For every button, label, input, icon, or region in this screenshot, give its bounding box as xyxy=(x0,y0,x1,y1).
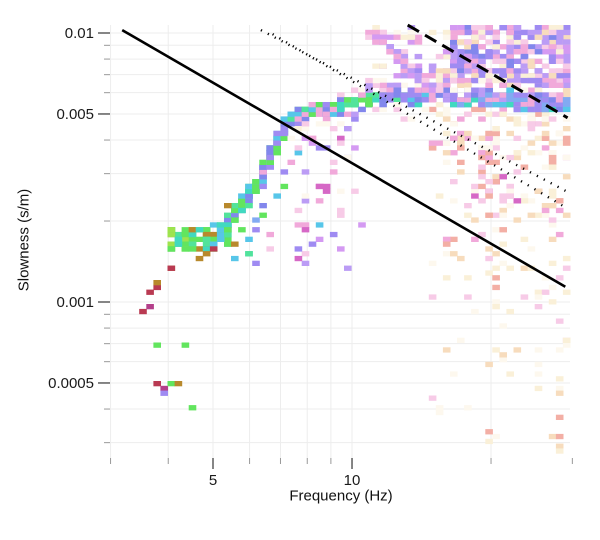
heatmap-cells-layer xyxy=(139,25,571,454)
x-tick-label: 10 xyxy=(344,472,361,489)
axis-ticks-layer: 5 10 0.01 0.005 0.001 0.0005 xyxy=(48,25,573,489)
y-axis-title: Slowness (s/m) xyxy=(15,188,33,292)
y-tick-label: 0.005 xyxy=(56,106,94,123)
y-tick-label: 0.01 xyxy=(65,25,94,42)
dashed-limit-line xyxy=(406,23,569,120)
x-axis-title: Frequency (Hz) xyxy=(289,487,393,505)
y-tick-label: 0.001 xyxy=(56,294,94,311)
reference-lines-layer xyxy=(121,23,571,288)
solid-limit-line xyxy=(121,28,566,288)
x-tick-label: 5 xyxy=(209,472,217,489)
y-tick-label: 0.0005 xyxy=(48,375,94,392)
